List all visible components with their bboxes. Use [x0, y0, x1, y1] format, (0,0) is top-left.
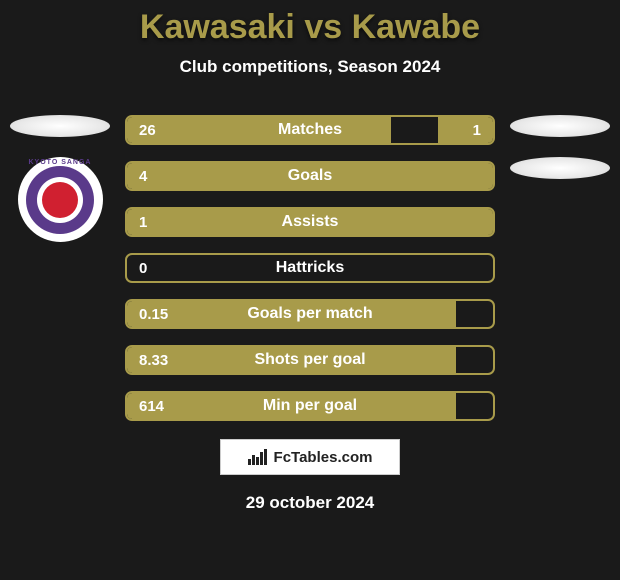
infographic-container: Kawasaki vs Kawabe Club competitions, Se…: [0, 0, 620, 580]
bar-chart-icon: [248, 449, 268, 465]
bar-value-left: 26: [139, 117, 156, 143]
bar-value-left: 0: [139, 255, 147, 281]
bar-value-left: 8.33: [139, 347, 168, 373]
left-team-logo: KYOTO SANGA: [18, 157, 103, 242]
logo-mascot-icon: [42, 182, 78, 218]
chart-area: KYOTO SANGA Matches261Goals4Assists1Hatt…: [0, 115, 620, 580]
bar-value-right: 1: [473, 117, 481, 143]
bar-label: Goals: [127, 163, 493, 189]
bar-value-left: 0.15: [139, 301, 168, 327]
subtitle: Club competitions, Season 2024: [180, 57, 441, 77]
source-logo-box: FcTables.com: [220, 439, 400, 475]
bar-value-left: 614: [139, 393, 164, 419]
bar-label: Hattricks: [127, 255, 493, 281]
bar-value-left: 1: [139, 209, 147, 235]
right-ellipse-placeholder-1: [510, 115, 610, 137]
stat-bar: Goals4: [125, 161, 495, 191]
stat-bar: Matches26 1: [125, 115, 495, 145]
right-team-column: [510, 115, 610, 179]
date-text: 29 october 2024: [246, 493, 375, 513]
bar-label: Goals per match: [127, 301, 493, 327]
left-team-column: KYOTO SANGA: [10, 115, 110, 242]
bar-label: Min per goal: [127, 393, 493, 419]
logo-center-icon: [37, 177, 83, 223]
stat-bar: Shots per goal8.33: [125, 345, 495, 375]
stat-bar: Hattricks0: [125, 253, 495, 283]
comparison-bars: Matches261Goals4Assists1Hattricks0Goals …: [125, 115, 495, 421]
bar-label: Matches: [127, 117, 493, 143]
source-text: FcTables.com: [274, 449, 373, 466]
logo-ring-icon: [26, 166, 94, 234]
main-title: Kawasaki vs Kawabe: [140, 8, 480, 47]
stat-bar: Min per goal614: [125, 391, 495, 421]
stat-bar: Assists1: [125, 207, 495, 237]
bar-label: Assists: [127, 209, 493, 235]
left-ellipse-placeholder: [10, 115, 110, 137]
bar-value-left: 4: [139, 163, 147, 189]
right-ellipse-placeholder-2: [510, 157, 610, 179]
stat-bar: Goals per match0.15: [125, 299, 495, 329]
left-team-logo-text: KYOTO SANGA: [29, 159, 92, 166]
bar-label: Shots per goal: [127, 347, 493, 373]
